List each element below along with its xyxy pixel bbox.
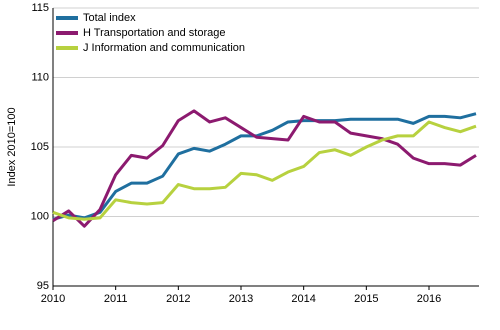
y-tick-label: 100 xyxy=(31,210,49,222)
x-tick-label: 2012 xyxy=(166,293,190,305)
y-axis-label: Index 2010=100 xyxy=(6,107,18,186)
y-tick-label: 105 xyxy=(31,141,49,153)
series-line xyxy=(52,112,477,221)
legend-label: J Information and communication xyxy=(83,42,245,54)
y-tick-label: 110 xyxy=(31,71,49,83)
x-tick-label: 2013 xyxy=(229,293,253,305)
x-tick-label: 2011 xyxy=(104,293,128,305)
legend-label: Total index xyxy=(83,12,136,24)
series-line xyxy=(52,109,477,228)
y-tick-label: 115 xyxy=(31,2,49,14)
x-tick-label: 2014 xyxy=(291,293,315,305)
x-tick-label: 2015 xyxy=(354,293,378,305)
x-tick-label: 2010 xyxy=(41,293,65,305)
y-tick-label: 95 xyxy=(37,280,49,292)
series-line xyxy=(52,120,477,221)
x-tick-label: 2016 xyxy=(417,293,441,305)
legend-label: H Transportation and storage xyxy=(83,27,225,39)
